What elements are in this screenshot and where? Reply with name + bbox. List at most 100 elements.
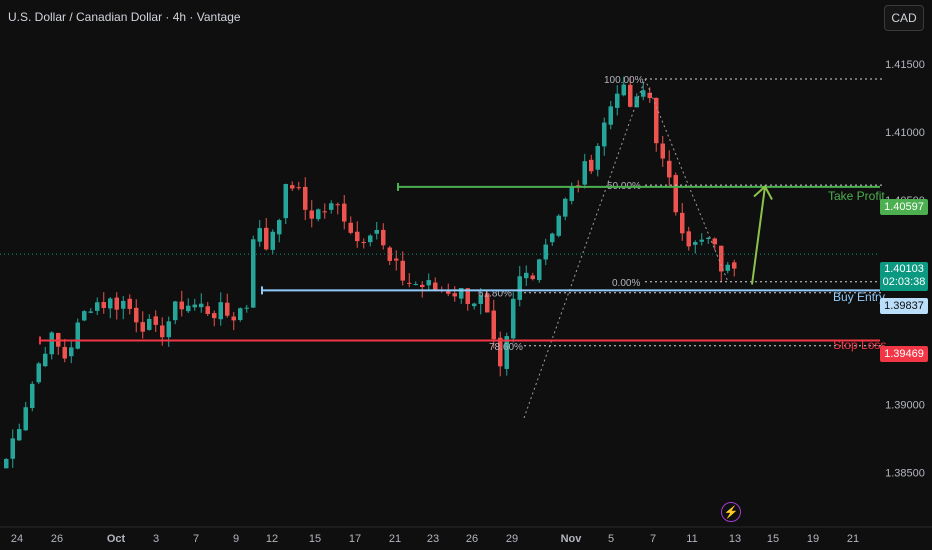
candle-body <box>173 301 178 321</box>
candle-body <box>251 239 256 308</box>
candle-body <box>517 276 522 300</box>
time-tick-label: 29 <box>506 533 518 545</box>
candle-body <box>270 231 275 250</box>
candle-body <box>478 295 483 304</box>
time-tick-label: 9 <box>233 533 239 545</box>
candle-body <box>524 272 529 279</box>
candle-body <box>82 311 87 321</box>
candle-body <box>563 198 568 217</box>
candle-body <box>69 347 74 357</box>
candle-body <box>706 237 711 239</box>
price-tick-label: 1.41500 <box>885 59 925 71</box>
candle-body <box>732 262 737 269</box>
candle-body <box>355 231 360 242</box>
candle-body <box>498 337 503 367</box>
candle-body <box>413 284 418 286</box>
candle-body <box>290 185 295 189</box>
candle-body <box>199 303 204 308</box>
candle-body <box>205 306 210 314</box>
time-tick-label: Oct <box>107 533 126 545</box>
candle-body <box>374 230 379 234</box>
candle-body <box>400 260 405 281</box>
time-tick-label: 24 <box>11 533 23 545</box>
candle-body <box>62 346 67 359</box>
candle-body <box>322 211 327 213</box>
candle-body <box>101 302 106 308</box>
candle-body <box>491 310 496 340</box>
candle-body <box>30 383 35 409</box>
fib-label-618: 61.80% <box>478 289 512 300</box>
candle-body <box>686 231 691 247</box>
candle-body <box>667 160 672 178</box>
candle-body <box>95 302 100 311</box>
candle-body <box>309 210 314 219</box>
time-tick-label: 21 <box>389 533 401 545</box>
candle-body <box>680 212 685 234</box>
candle-body <box>654 97 659 144</box>
candle-body <box>420 284 425 288</box>
candle-body <box>550 233 555 243</box>
candle-body <box>316 209 321 220</box>
time-tick-label: 7 <box>650 533 656 545</box>
candle-body <box>433 282 438 290</box>
candle-body <box>615 93 620 108</box>
time-tick-label: 17 <box>349 533 361 545</box>
candle-body <box>186 305 191 312</box>
time-tick-label: 13 <box>729 533 741 545</box>
candle-body <box>719 245 724 272</box>
stop-loss-label: Stop Loss <box>833 338 887 352</box>
candle-body <box>153 316 158 325</box>
candle-body <box>621 84 626 96</box>
candle-body <box>348 222 353 233</box>
candle-body <box>17 429 22 441</box>
candle-body <box>88 311 93 313</box>
candle-body <box>296 187 301 189</box>
time-tick-label: 19 <box>807 533 819 545</box>
time-tick-label: 3 <box>153 533 159 545</box>
candle-body <box>10 438 15 459</box>
projection-arrow-head <box>753 184 773 201</box>
candle-body <box>231 316 236 321</box>
candle-body <box>147 318 152 330</box>
candle-body <box>582 161 587 185</box>
candle-body <box>160 325 165 338</box>
price-tick-label: 1.38500 <box>885 467 925 479</box>
currency-button[interactable]: CAD <box>884 5 924 31</box>
buy-entry-price-tag: 1.39837 <box>880 298 928 314</box>
symbol-title[interactable]: U.S. Dollar / Canadian Dollar · 4h · Van… <box>8 10 241 24</box>
candle-body <box>303 186 308 210</box>
candle-body <box>4 458 9 469</box>
candle-body <box>647 92 652 99</box>
time-tick-label: 7 <box>193 533 199 545</box>
candle-body <box>641 90 646 97</box>
time-tick-label: 26 <box>51 533 63 545</box>
candle-body <box>179 301 184 310</box>
candle-body <box>381 229 386 246</box>
candle-body <box>192 304 197 308</box>
lightning-bolt-icon[interactable]: ⚡ <box>721 502 741 522</box>
candle-body <box>673 175 678 213</box>
candle-body <box>725 264 730 271</box>
candle-body <box>244 307 249 309</box>
candle-body <box>465 288 470 304</box>
time-tick-label: 5 <box>608 533 614 545</box>
candle-body <box>114 297 119 310</box>
candle-body <box>556 215 561 236</box>
candle-body <box>238 308 243 321</box>
candle-body <box>264 227 269 250</box>
candles-group <box>4 76 737 469</box>
time-tick-label: Nov <box>561 533 583 545</box>
candle-body <box>660 143 665 159</box>
buy-entry-label: Buy Entry <box>833 290 886 304</box>
candle-body <box>225 302 230 316</box>
live-price-value: 1.40103 <box>884 263 924 275</box>
candle-body <box>257 228 262 242</box>
candle-body <box>459 287 464 299</box>
candle-body <box>595 145 600 170</box>
fib-label-0: 0.00% <box>612 278 640 289</box>
take-profit-price-tag: 1.40597 <box>880 199 928 215</box>
fib-label-100: 100.00% <box>604 75 644 86</box>
candle-body <box>134 307 139 323</box>
